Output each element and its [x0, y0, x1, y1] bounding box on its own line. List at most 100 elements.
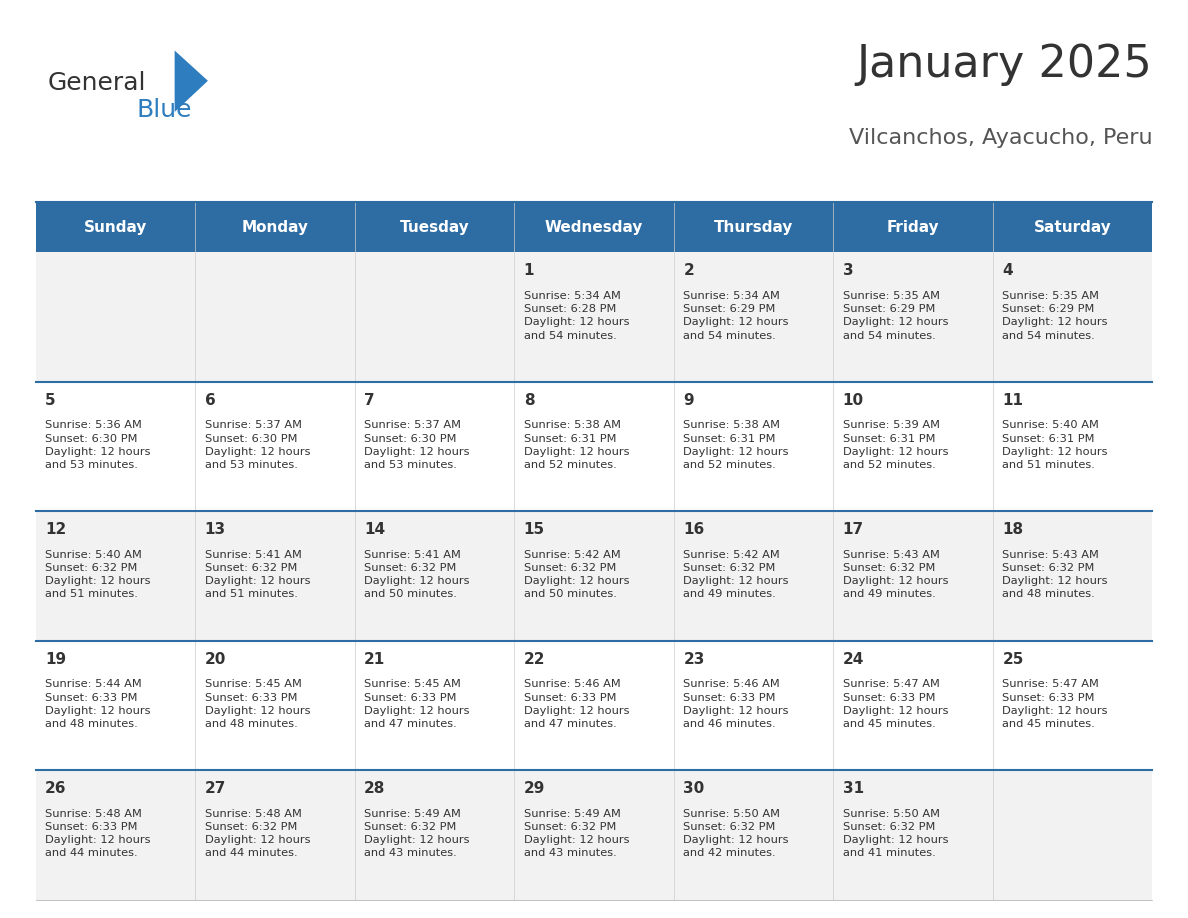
Text: Thursday: Thursday [714, 219, 794, 235]
FancyBboxPatch shape [195, 641, 355, 770]
FancyBboxPatch shape [833, 770, 993, 900]
FancyBboxPatch shape [833, 511, 993, 641]
Text: Sunrise: 5:40 AM
Sunset: 6:32 PM
Daylight: 12 hours
and 51 minutes.: Sunrise: 5:40 AM Sunset: 6:32 PM Dayligh… [45, 550, 151, 599]
Text: 16: 16 [683, 522, 704, 537]
Text: 20: 20 [204, 652, 226, 666]
Text: Saturday: Saturday [1034, 219, 1112, 235]
FancyBboxPatch shape [355, 641, 514, 770]
FancyBboxPatch shape [36, 382, 195, 511]
FancyBboxPatch shape [674, 202, 833, 252]
FancyBboxPatch shape [993, 382, 1152, 511]
Text: Sunrise: 5:35 AM
Sunset: 6:29 PM
Daylight: 12 hours
and 54 minutes.: Sunrise: 5:35 AM Sunset: 6:29 PM Dayligh… [842, 291, 948, 341]
FancyBboxPatch shape [514, 382, 674, 511]
FancyBboxPatch shape [195, 202, 355, 252]
Text: Sunrise: 5:47 AM
Sunset: 6:33 PM
Daylight: 12 hours
and 45 minutes.: Sunrise: 5:47 AM Sunset: 6:33 PM Dayligh… [1003, 679, 1108, 729]
Text: Sunrise: 5:49 AM
Sunset: 6:32 PM
Daylight: 12 hours
and 43 minutes.: Sunrise: 5:49 AM Sunset: 6:32 PM Dayligh… [365, 809, 469, 858]
FancyBboxPatch shape [195, 382, 355, 511]
FancyBboxPatch shape [355, 382, 514, 511]
Text: Sunrise: 5:43 AM
Sunset: 6:32 PM
Daylight: 12 hours
and 48 minutes.: Sunrise: 5:43 AM Sunset: 6:32 PM Dayligh… [1003, 550, 1108, 599]
Text: Sunrise: 5:44 AM
Sunset: 6:33 PM
Daylight: 12 hours
and 48 minutes.: Sunrise: 5:44 AM Sunset: 6:33 PM Dayligh… [45, 679, 151, 729]
FancyBboxPatch shape [514, 641, 674, 770]
FancyBboxPatch shape [514, 202, 674, 252]
FancyBboxPatch shape [514, 252, 674, 382]
Text: 28: 28 [365, 781, 386, 796]
Text: 1: 1 [524, 263, 535, 278]
Text: 26: 26 [45, 781, 67, 796]
FancyBboxPatch shape [355, 770, 514, 900]
Text: 30: 30 [683, 781, 704, 796]
FancyBboxPatch shape [355, 252, 514, 382]
FancyBboxPatch shape [833, 202, 993, 252]
Text: Sunrise: 5:41 AM
Sunset: 6:32 PM
Daylight: 12 hours
and 50 minutes.: Sunrise: 5:41 AM Sunset: 6:32 PM Dayligh… [365, 550, 469, 599]
Text: 8: 8 [524, 393, 535, 408]
Text: 22: 22 [524, 652, 545, 666]
Text: 24: 24 [842, 652, 864, 666]
Text: Friday: Friday [886, 219, 940, 235]
Text: Sunrise: 5:49 AM
Sunset: 6:32 PM
Daylight: 12 hours
and 43 minutes.: Sunrise: 5:49 AM Sunset: 6:32 PM Dayligh… [524, 809, 630, 858]
Text: 9: 9 [683, 393, 694, 408]
FancyBboxPatch shape [833, 252, 993, 382]
Text: Sunday: Sunday [83, 219, 147, 235]
Text: 19: 19 [45, 652, 67, 666]
Text: Sunrise: 5:43 AM
Sunset: 6:32 PM
Daylight: 12 hours
and 49 minutes.: Sunrise: 5:43 AM Sunset: 6:32 PM Dayligh… [842, 550, 948, 599]
Text: 7: 7 [365, 393, 375, 408]
Text: 23: 23 [683, 652, 704, 666]
FancyBboxPatch shape [36, 202, 195, 252]
FancyBboxPatch shape [674, 252, 833, 382]
FancyBboxPatch shape [833, 641, 993, 770]
Text: 15: 15 [524, 522, 545, 537]
Text: Sunrise: 5:45 AM
Sunset: 6:33 PM
Daylight: 12 hours
and 48 minutes.: Sunrise: 5:45 AM Sunset: 6:33 PM Dayligh… [204, 679, 310, 729]
Text: 21: 21 [365, 652, 385, 666]
Text: 18: 18 [1003, 522, 1023, 537]
Text: 14: 14 [365, 522, 385, 537]
FancyBboxPatch shape [833, 382, 993, 511]
FancyBboxPatch shape [36, 511, 195, 641]
Text: 31: 31 [842, 781, 864, 796]
Text: 6: 6 [204, 393, 215, 408]
FancyBboxPatch shape [674, 382, 833, 511]
FancyBboxPatch shape [993, 641, 1152, 770]
Text: 3: 3 [842, 263, 853, 278]
Text: 5: 5 [45, 393, 56, 408]
Text: Sunrise: 5:48 AM
Sunset: 6:33 PM
Daylight: 12 hours
and 44 minutes.: Sunrise: 5:48 AM Sunset: 6:33 PM Dayligh… [45, 809, 151, 858]
Text: 11: 11 [1003, 393, 1023, 408]
Text: Sunrise: 5:37 AM
Sunset: 6:30 PM
Daylight: 12 hours
and 53 minutes.: Sunrise: 5:37 AM Sunset: 6:30 PM Dayligh… [365, 420, 469, 470]
Text: Sunrise: 5:42 AM
Sunset: 6:32 PM
Daylight: 12 hours
and 49 minutes.: Sunrise: 5:42 AM Sunset: 6:32 PM Dayligh… [683, 550, 789, 599]
FancyBboxPatch shape [514, 770, 674, 900]
FancyBboxPatch shape [355, 511, 514, 641]
Text: Sunrise: 5:41 AM
Sunset: 6:32 PM
Daylight: 12 hours
and 51 minutes.: Sunrise: 5:41 AM Sunset: 6:32 PM Dayligh… [204, 550, 310, 599]
FancyBboxPatch shape [36, 641, 195, 770]
FancyBboxPatch shape [195, 770, 355, 900]
FancyBboxPatch shape [36, 770, 195, 900]
FancyBboxPatch shape [993, 202, 1152, 252]
FancyBboxPatch shape [36, 252, 195, 382]
FancyBboxPatch shape [355, 202, 514, 252]
Text: Sunrise: 5:37 AM
Sunset: 6:30 PM
Daylight: 12 hours
and 53 minutes.: Sunrise: 5:37 AM Sunset: 6:30 PM Dayligh… [204, 420, 310, 470]
FancyBboxPatch shape [993, 511, 1152, 641]
Text: Sunrise: 5:42 AM
Sunset: 6:32 PM
Daylight: 12 hours
and 50 minutes.: Sunrise: 5:42 AM Sunset: 6:32 PM Dayligh… [524, 550, 630, 599]
Text: Sunrise: 5:46 AM
Sunset: 6:33 PM
Daylight: 12 hours
and 46 minutes.: Sunrise: 5:46 AM Sunset: 6:33 PM Dayligh… [683, 679, 789, 729]
FancyBboxPatch shape [993, 252, 1152, 382]
Text: 10: 10 [842, 393, 864, 408]
FancyBboxPatch shape [674, 511, 833, 641]
Text: Vilcanchos, Ayacucho, Peru: Vilcanchos, Ayacucho, Peru [848, 128, 1152, 148]
Text: Sunrise: 5:39 AM
Sunset: 6:31 PM
Daylight: 12 hours
and 52 minutes.: Sunrise: 5:39 AM Sunset: 6:31 PM Dayligh… [842, 420, 948, 470]
Text: Monday: Monday [241, 219, 309, 235]
FancyBboxPatch shape [674, 641, 833, 770]
Text: Sunrise: 5:36 AM
Sunset: 6:30 PM
Daylight: 12 hours
and 53 minutes.: Sunrise: 5:36 AM Sunset: 6:30 PM Dayligh… [45, 420, 151, 470]
Text: Wednesday: Wednesday [545, 219, 643, 235]
FancyBboxPatch shape [674, 770, 833, 900]
Text: 25: 25 [1003, 652, 1024, 666]
Text: 29: 29 [524, 781, 545, 796]
Text: Sunrise: 5:35 AM
Sunset: 6:29 PM
Daylight: 12 hours
and 54 minutes.: Sunrise: 5:35 AM Sunset: 6:29 PM Dayligh… [1003, 291, 1108, 341]
Text: January 2025: January 2025 [857, 43, 1152, 85]
Text: General: General [48, 71, 146, 95]
Text: 27: 27 [204, 781, 226, 796]
Text: Sunrise: 5:50 AM
Sunset: 6:32 PM
Daylight: 12 hours
and 41 minutes.: Sunrise: 5:50 AM Sunset: 6:32 PM Dayligh… [842, 809, 948, 858]
Text: Tuesday: Tuesday [399, 219, 469, 235]
Text: Sunrise: 5:38 AM
Sunset: 6:31 PM
Daylight: 12 hours
and 52 minutes.: Sunrise: 5:38 AM Sunset: 6:31 PM Dayligh… [683, 420, 789, 470]
FancyBboxPatch shape [514, 511, 674, 641]
Text: Sunrise: 5:45 AM
Sunset: 6:33 PM
Daylight: 12 hours
and 47 minutes.: Sunrise: 5:45 AM Sunset: 6:33 PM Dayligh… [365, 679, 469, 729]
Text: Sunrise: 5:48 AM
Sunset: 6:32 PM
Daylight: 12 hours
and 44 minutes.: Sunrise: 5:48 AM Sunset: 6:32 PM Dayligh… [204, 809, 310, 858]
Text: Sunrise: 5:38 AM
Sunset: 6:31 PM
Daylight: 12 hours
and 52 minutes.: Sunrise: 5:38 AM Sunset: 6:31 PM Dayligh… [524, 420, 630, 470]
